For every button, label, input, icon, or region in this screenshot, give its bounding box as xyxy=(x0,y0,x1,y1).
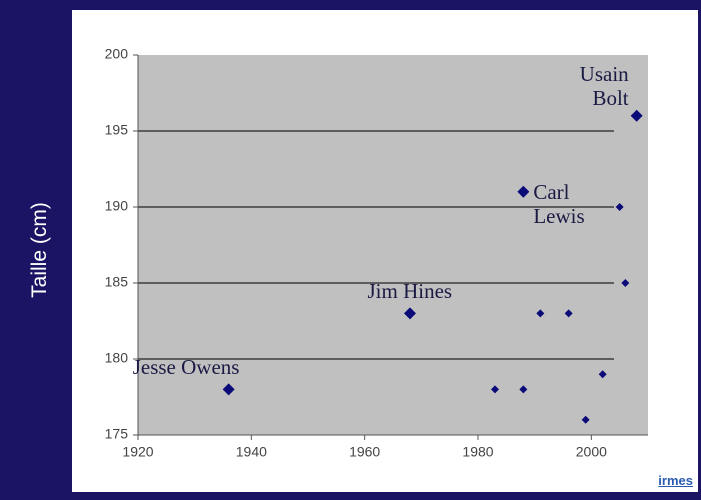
plot-area xyxy=(138,55,648,435)
y-tick-label: 175 xyxy=(105,426,129,442)
point xyxy=(630,109,643,122)
y-tick-label: 200 xyxy=(105,46,129,62)
y-tick-label: 180 xyxy=(105,350,129,366)
point xyxy=(404,307,416,320)
point-label: Carl Lewis xyxy=(533,179,585,228)
y-tick-label: 195 xyxy=(105,122,129,138)
point xyxy=(581,415,590,424)
x-tick-label: 1960 xyxy=(349,444,380,460)
point xyxy=(222,383,235,396)
y-tick-label: 185 xyxy=(105,274,129,290)
point xyxy=(598,370,607,379)
point-label: Jesse Owens xyxy=(132,355,240,380)
point xyxy=(564,309,573,318)
point xyxy=(621,279,630,287)
point xyxy=(615,203,624,211)
y-tick-label: 190 xyxy=(105,198,129,214)
point-label: Jim Hines xyxy=(367,279,453,304)
x-tick-label: 1980 xyxy=(462,444,493,460)
point xyxy=(536,309,545,318)
logo[interactable]: irmes xyxy=(658,473,693,488)
x-tick-label: 1920 xyxy=(122,444,153,460)
x-tick-label: 2000 xyxy=(576,444,607,460)
point xyxy=(519,385,528,394)
point xyxy=(491,385,499,394)
point xyxy=(517,185,530,198)
x-tick-label: 1940 xyxy=(236,444,267,460)
point-label: Usain Bolt xyxy=(579,61,629,110)
